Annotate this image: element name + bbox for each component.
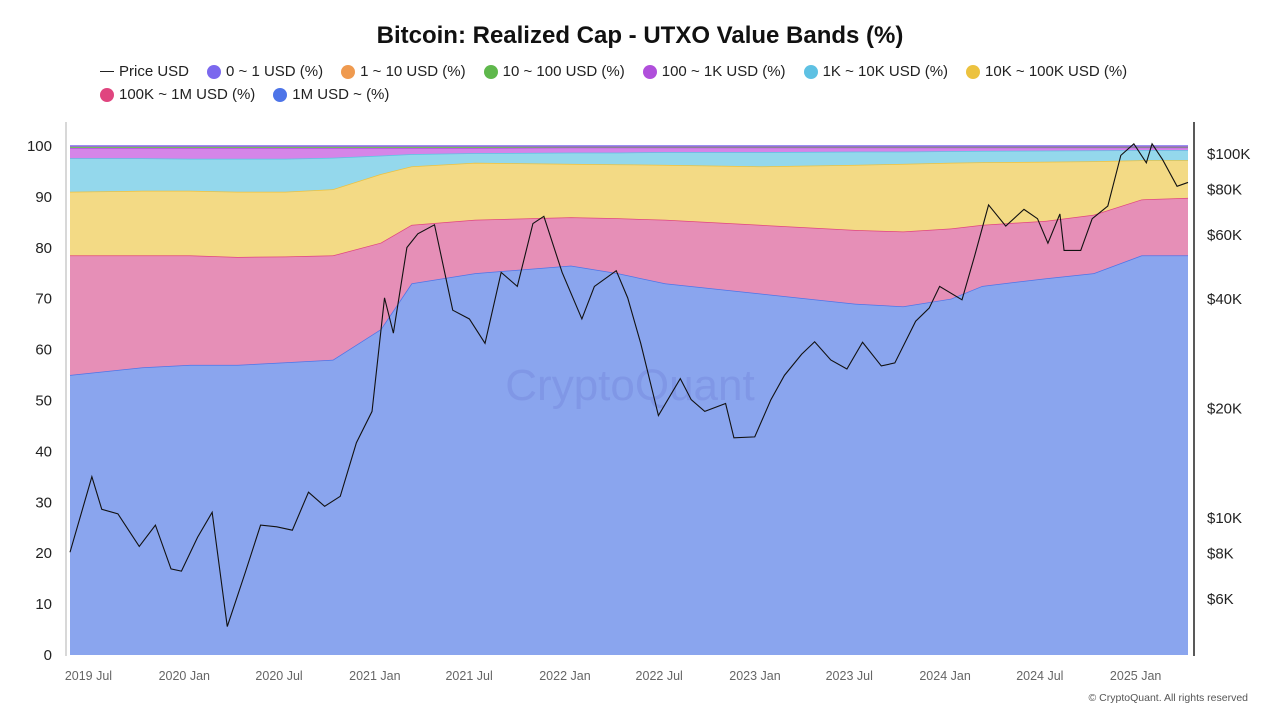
watermark: CryptoQuant: [505, 361, 754, 410]
dot-marker: [207, 64, 222, 79]
legend-item[interactable]: Price USD: [100, 62, 189, 81]
legend-item[interactable]: 10 ~ 100 USD (%): [483, 62, 625, 81]
area-band: [70, 255, 1188, 655]
right-tick-label: $80K: [1207, 181, 1242, 198]
left-tick-label: 70: [35, 291, 52, 308]
legend-label: 1M USD ~ (%): [292, 86, 390, 103]
left-tick-label: 10: [35, 596, 52, 613]
legend-item[interactable]: 1M USD ~ (%): [273, 85, 389, 104]
line-marker: [100, 70, 114, 73]
x-tick-label: 2022 Jul: [636, 669, 683, 683]
legend-label: 10 ~ 100 USD (%): [502, 63, 625, 80]
left-tick-label: 40: [35, 443, 52, 460]
area-band: [70, 197, 1188, 376]
left-tick-label: 30: [35, 494, 52, 511]
x-tick-label: 2020 Jul: [255, 669, 302, 683]
dot-marker: [273, 87, 288, 102]
area-band: [70, 150, 1188, 192]
right-tick-label: $20K: [1207, 400, 1242, 417]
legend-label: 100K ~ 1M USD (%): [119, 86, 256, 103]
legend-item[interactable]: 10K ~ 100K USD (%): [966, 62, 1127, 81]
legend-label: 100 ~ 1K USD (%): [661, 63, 786, 80]
left-tick-label: 20: [35, 545, 52, 562]
x-tick-label: 2019 Jul: [65, 669, 112, 683]
legend-label: 10K ~ 100K USD (%): [985, 63, 1128, 80]
copyright: © CryptoQuant. All rights reserved: [1088, 692, 1248, 704]
x-tick-label: 2022 Jan: [539, 669, 590, 683]
dot-marker: [803, 64, 818, 79]
dot-marker: [483, 64, 498, 79]
left-tick-label: 60: [35, 342, 52, 359]
dot-marker: [100, 87, 114, 102]
x-tick-label: 2023 Jul: [826, 669, 873, 683]
dot-marker: [642, 64, 657, 79]
right-tick-label: $100K: [1207, 146, 1250, 163]
legend-label: 1 ~ 10 USD (%): [360, 63, 466, 80]
x-tick-label: 2024 Jul: [1016, 669, 1063, 683]
left-tick-label: 50: [35, 393, 52, 410]
chart-title: Bitcoin: Realized Cap - UTXO Value Bands…: [376, 22, 904, 49]
legend-item[interactable]: 1K ~ 10K USD (%): [803, 62, 949, 81]
legend-item[interactable]: 100K ~ 1M USD (%): [100, 85, 255, 104]
right-tick-label: $60K: [1207, 227, 1242, 244]
left-tick-label: 80: [35, 240, 52, 257]
legend-item[interactable]: 0 ~ 1 USD (%): [207, 62, 323, 81]
dot-marker: [966, 64, 981, 79]
area-band: [70, 147, 1188, 159]
price-line: [69, 142, 1189, 627]
right-tick-label: $40K: [1207, 291, 1242, 308]
x-tick-label: 2021 Jan: [349, 669, 400, 683]
legend-label: 0 ~ 1 USD (%): [226, 63, 324, 80]
left-tick-label: 0: [44, 647, 52, 664]
right-tick-label: $10K: [1207, 510, 1242, 527]
legend-item[interactable]: 1 ~ 10 USD (%): [341, 62, 466, 81]
left-tick-label: 90: [35, 189, 52, 206]
legend-label: 1K ~ 10K USD (%): [822, 63, 949, 80]
legend: Price USD 0 ~ 1 USD (%) 1 ~ 10 USD (%) 10 ~…: [100, 62, 1190, 104]
x-tick-label: 2020 Jan: [159, 669, 210, 683]
x-tick-label: 2021 Jul: [445, 669, 492, 683]
legend-item[interactable]: 100 ~ 1K USD (%): [642, 62, 786, 81]
right-tick-label: $8K: [1207, 545, 1234, 562]
legend-label: Price USD: [119, 63, 190, 80]
right-tick-label: $6K: [1207, 591, 1234, 608]
left-tick-label: 100: [27, 138, 52, 155]
x-tick-label: 2024 Jan: [919, 669, 970, 683]
x-tick-label: 2025 Jan: [1110, 669, 1161, 683]
dot-marker: [341, 64, 356, 79]
x-tick-label: 2023 Jan: [729, 669, 780, 683]
